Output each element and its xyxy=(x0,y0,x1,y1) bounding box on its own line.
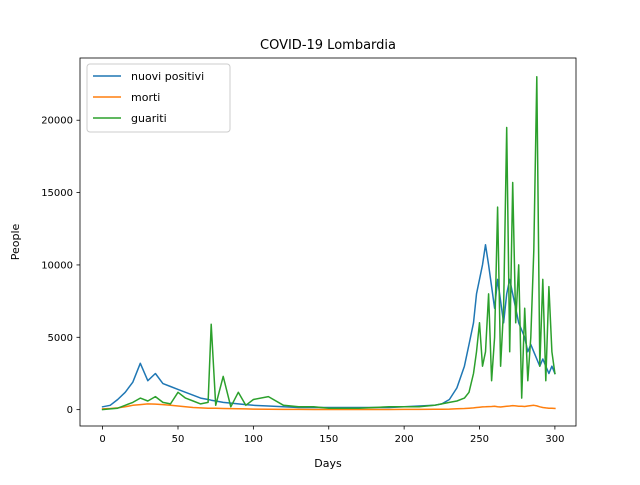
x-tick-label: 0 xyxy=(99,434,105,445)
plot-frame xyxy=(79,57,577,427)
series-layer xyxy=(101,76,556,411)
x-axis-ticks: 0 50 100 150 200 250 300 xyxy=(99,426,564,445)
y-tick-label: 20000 xyxy=(41,116,73,127)
series-line-guariti xyxy=(101,76,556,411)
y-tick-label: 5000 xyxy=(48,333,73,344)
x-tick-label: 50 xyxy=(172,434,185,445)
x-tick-label: 250 xyxy=(470,434,489,445)
x-tick-label: 200 xyxy=(395,434,414,445)
y-tick-label: 0 xyxy=(67,405,73,416)
series-line-morti xyxy=(101,403,556,411)
y-axis-label: People xyxy=(9,223,22,260)
x-tick-label: 300 xyxy=(545,434,564,445)
legend-label: nuovi positivi xyxy=(131,70,204,83)
y-axis-ticks: 0 5000 10000 15000 20000 xyxy=(41,116,80,416)
x-tick-label: 150 xyxy=(319,434,338,445)
x-tick-label: 100 xyxy=(244,434,263,445)
legend: nuovi positivi morti guariti xyxy=(86,63,231,133)
y-tick-label: 15000 xyxy=(41,188,73,199)
y-tick-label: 10000 xyxy=(41,260,73,271)
legend-label: guariti xyxy=(131,112,167,125)
legend-frame xyxy=(86,63,231,133)
x-axis-label: Days xyxy=(314,457,342,470)
chart-title: COVID-19 Lombardia xyxy=(260,38,396,53)
legend-label: morti xyxy=(131,91,160,104)
